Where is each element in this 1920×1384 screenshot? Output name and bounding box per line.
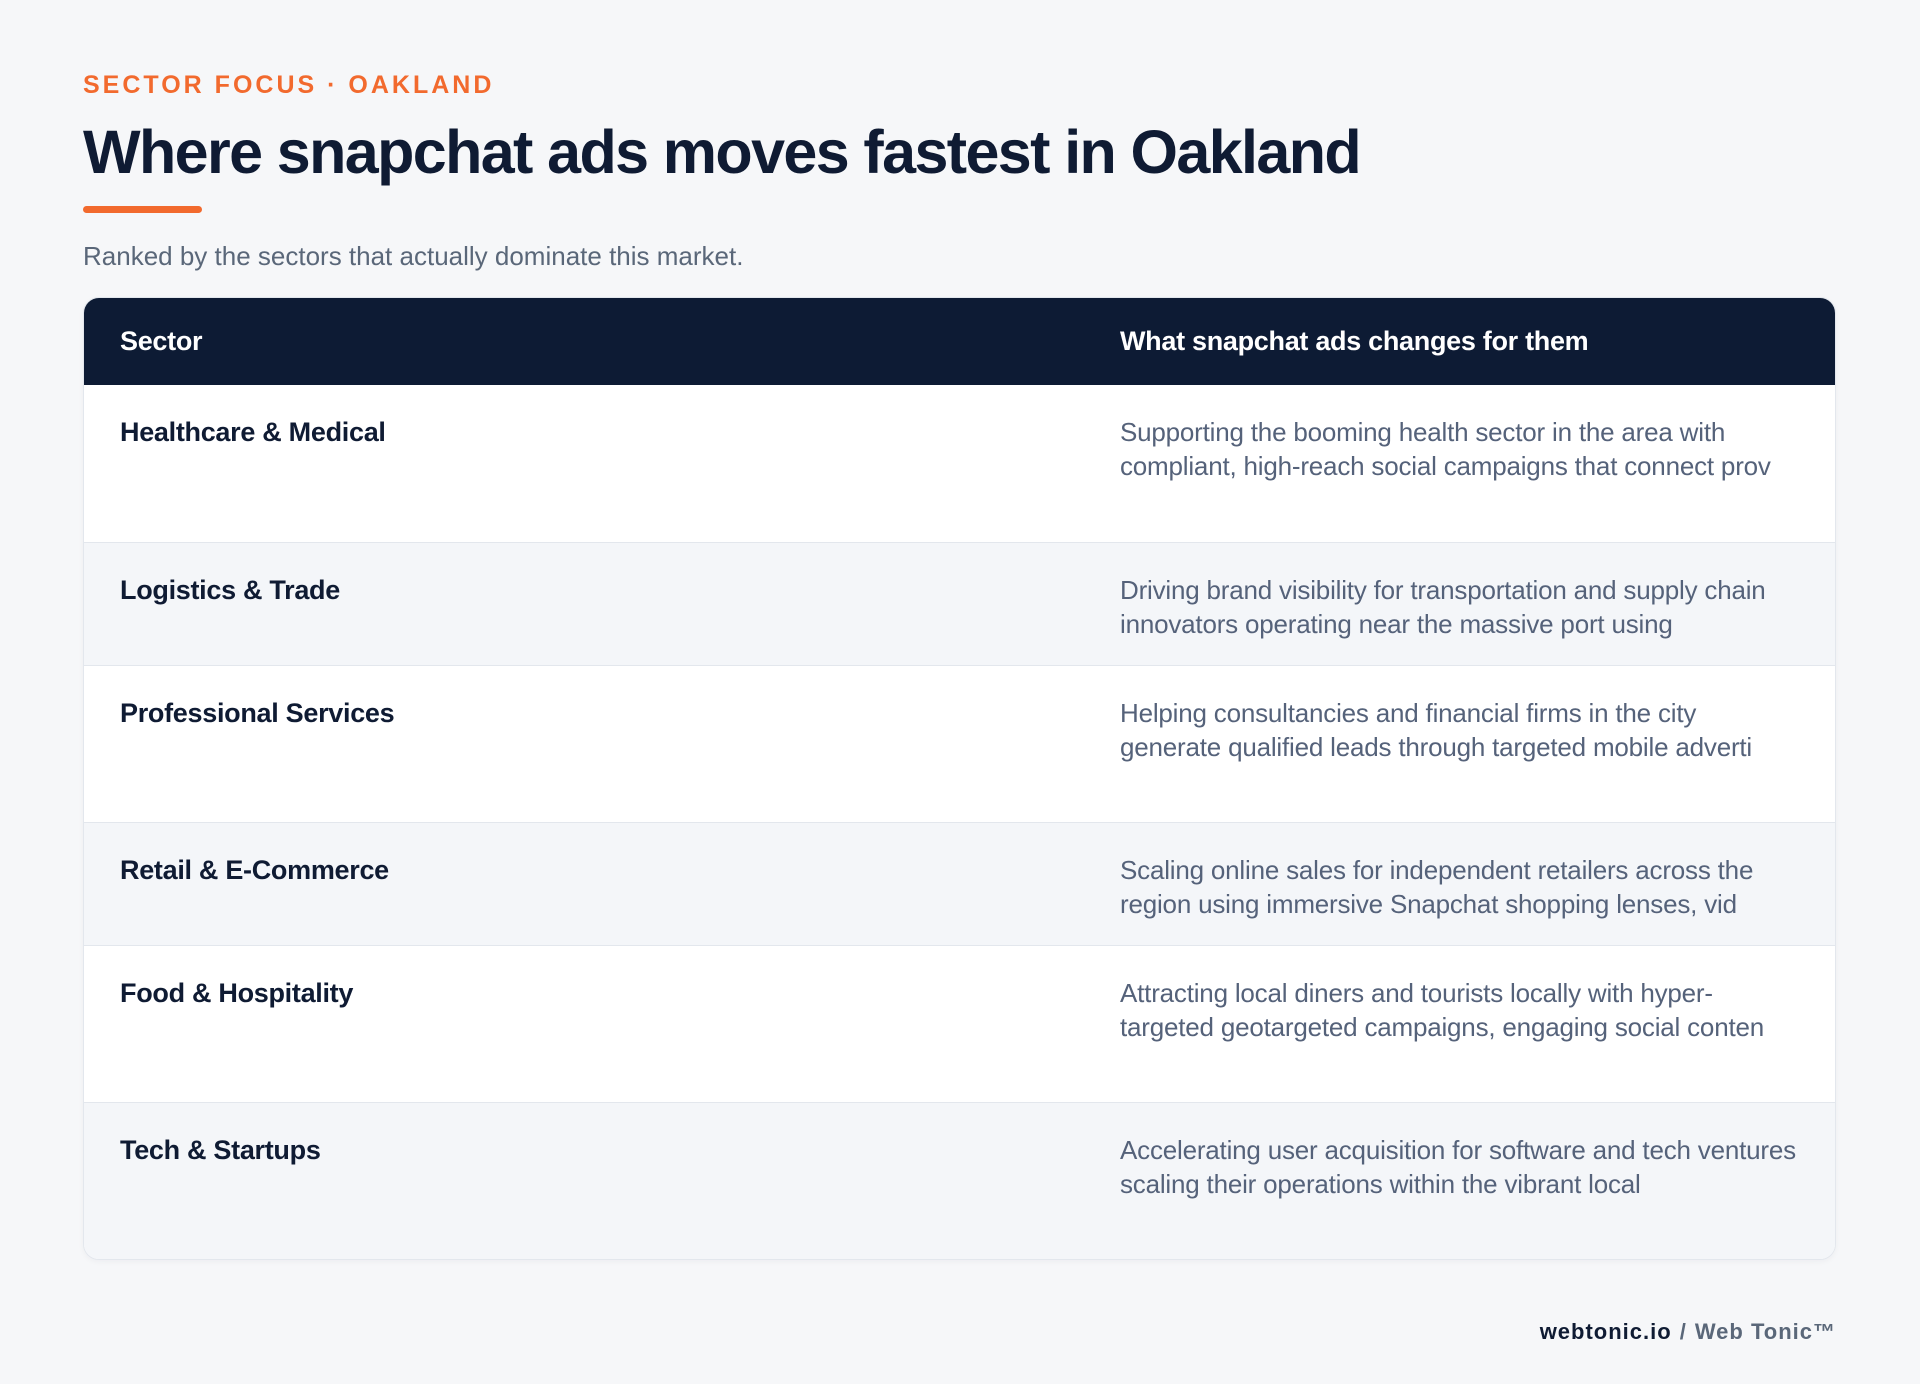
sector-name: Logistics & Trade: [120, 575, 340, 605]
sector-name: Tech & Startups: [120, 1135, 321, 1165]
eyebrow-label: SECTOR FOCUS · OAKLAND: [83, 71, 495, 99]
sector-name: Retail & E-Commerce: [120, 855, 389, 885]
sector-table: Sector What snapchat ads changes for the…: [83, 297, 1836, 1260]
sector-name: Food & Hospitality: [120, 978, 354, 1008]
sector-description: Attracting local diners and tourists loc…: [1120, 978, 1764, 1042]
footer-credit: webtonic.io / Web Tonic™: [1540, 1318, 1836, 1346]
footer-brand: Web Tonic™: [1694, 1319, 1836, 1344]
table-row: Professional Services Helping consultanc…: [84, 665, 1835, 822]
table-row: Tech & Startups Accelerating user acquis…: [84, 1102, 1835, 1259]
table-header: Sector What snapchat ads changes for the…: [84, 298, 1835, 385]
sector-name: Healthcare & Medical: [120, 417, 386, 447]
page-subtitle: Ranked by the sectors that actually domi…: [83, 241, 744, 271]
table-row: Retail & E-Commerce Scaling online sales…: [84, 822, 1835, 945]
footer-separator: /: [1679, 1319, 1687, 1344]
sector-name: Professional Services: [120, 698, 395, 728]
sector-description: Helping consultancies and financial firm…: [1120, 698, 1753, 762]
sector-description: Scaling online sales for independent ret…: [1120, 855, 1754, 919]
footer-domain-link[interactable]: webtonic.io: [1539, 1319, 1672, 1344]
sector-description: Supporting the booming health sector in …: [1120, 417, 1771, 481]
table-row: Healthcare & Medical Supporting the boom…: [84, 385, 1835, 542]
page-title: Where snapchat ads moves fastest in Oakl…: [83, 118, 1362, 186]
title-accent-bar: [83, 206, 202, 213]
table-row: Food & Hospitality Attracting local dine…: [84, 945, 1835, 1102]
column-header-sector: Sector: [120, 326, 203, 356]
table-row: Logistics & Trade Driving brand visibili…: [84, 542, 1835, 665]
column-header-changes: What snapchat ads changes for them: [1120, 326, 1589, 356]
sector-description: Driving brand visibility for transportat…: [1120, 575, 1766, 639]
sector-description: Accelerating user acquisition for softwa…: [1120, 1135, 1796, 1199]
table-body: Healthcare & Medical Supporting the boom…: [84, 385, 1835, 1259]
